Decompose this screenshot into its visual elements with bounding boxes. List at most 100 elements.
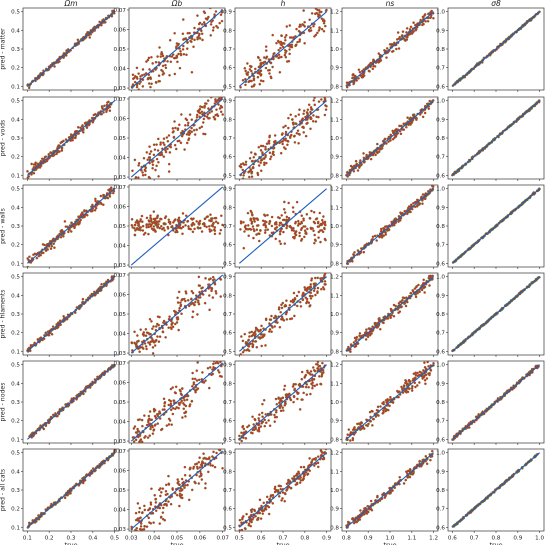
data-point bbox=[187, 133, 191, 137]
data-point bbox=[289, 135, 292, 138]
data-point bbox=[273, 227, 277, 231]
data-point bbox=[191, 371, 194, 375]
data-point bbox=[249, 218, 252, 222]
data-point bbox=[247, 224, 250, 227]
data-point bbox=[317, 230, 321, 234]
row-label-4: pred - nodes bbox=[0, 383, 7, 422]
panel-r1-c2: 0.50.60.70.80.9 bbox=[223, 96, 332, 181]
data-point bbox=[143, 342, 147, 345]
data-point bbox=[269, 155, 273, 158]
data-point bbox=[176, 316, 180, 319]
data-point bbox=[270, 215, 274, 219]
data-point bbox=[432, 16, 435, 20]
data-point bbox=[293, 314, 296, 318]
data-point bbox=[133, 180, 135, 182]
data-point bbox=[391, 137, 395, 141]
data-point bbox=[295, 43, 298, 46]
data-point bbox=[322, 215, 325, 218]
data-point bbox=[302, 291, 305, 295]
data-point bbox=[305, 383, 309, 386]
data-point bbox=[70, 221, 73, 225]
data-point bbox=[186, 219, 190, 223]
data-point bbox=[183, 403, 186, 407]
data-point bbox=[259, 79, 263, 82]
data-point bbox=[422, 22, 425, 26]
data-point bbox=[210, 288, 213, 291]
data-point bbox=[187, 130, 190, 134]
data-point bbox=[153, 220, 156, 224]
data-point bbox=[26, 170, 29, 173]
data-point bbox=[181, 32, 185, 36]
y-tick-label: 0.1 bbox=[11, 437, 20, 443]
data-point bbox=[290, 45, 294, 49]
data-point bbox=[190, 40, 193, 44]
identity-line bbox=[452, 276, 540, 352]
y-tick-label: 0.07 bbox=[114, 8, 127, 14]
data-point bbox=[221, 223, 224, 227]
y-tick-label: 1.0 bbox=[330, 136, 339, 142]
data-point bbox=[189, 217, 193, 220]
data-point bbox=[215, 361, 219, 364]
data-point bbox=[397, 220, 400, 223]
data-point bbox=[203, 222, 206, 226]
data-point bbox=[214, 292, 218, 295]
data-point bbox=[296, 129, 300, 133]
data-point bbox=[159, 217, 162, 221]
data-point bbox=[257, 164, 261, 167]
data-point bbox=[154, 328, 158, 332]
data-point bbox=[135, 66, 139, 70]
data-point bbox=[141, 68, 145, 71]
data-point bbox=[144, 334, 148, 337]
data-point bbox=[133, 233, 137, 237]
y-tick-label: 0.03 bbox=[114, 351, 127, 357]
data-point bbox=[215, 5, 217, 7]
data-point bbox=[139, 226, 143, 229]
y-tick-label: 0.05 bbox=[114, 136, 127, 142]
data-point bbox=[287, 59, 291, 63]
data-point bbox=[137, 228, 141, 231]
data-point bbox=[161, 54, 165, 58]
y-tick-label: 0.7 bbox=[223, 136, 232, 142]
data-point bbox=[164, 150, 168, 154]
data-point bbox=[155, 157, 159, 161]
data-point bbox=[164, 63, 167, 67]
data-point bbox=[52, 242, 55, 246]
data-point bbox=[171, 325, 175, 329]
panel-marks bbox=[239, 188, 327, 264]
data-point bbox=[221, 113, 224, 116]
data-point bbox=[316, 363, 319, 366]
data-point bbox=[158, 153, 162, 157]
data-point bbox=[323, 5, 325, 7]
panel-marks bbox=[345, 99, 435, 178]
data-point bbox=[307, 386, 310, 389]
panel-marks bbox=[26, 275, 116, 353]
data-point bbox=[267, 419, 270, 422]
data-point bbox=[280, 315, 284, 319]
y-tick-label: 0.4 bbox=[11, 293, 20, 299]
data-point bbox=[313, 221, 317, 225]
identity-line bbox=[239, 11, 327, 87]
data-point bbox=[239, 86, 242, 89]
data-point bbox=[426, 19, 430, 23]
data-point bbox=[311, 366, 315, 369]
data-point bbox=[172, 221, 175, 224]
panel-r0-c2: 0.50.60.70.80.9 bbox=[223, 5, 332, 92]
data-point bbox=[177, 328, 180, 332]
panel-marks bbox=[345, 185, 435, 266]
data-point bbox=[150, 55, 153, 59]
data-point bbox=[379, 229, 383, 233]
data-point bbox=[208, 308, 211, 312]
panel-marks bbox=[345, 274, 434, 354]
data-point bbox=[292, 383, 296, 386]
y-tick-label: 0.2 bbox=[11, 66, 20, 72]
data-point bbox=[139, 218, 142, 221]
data-point bbox=[379, 227, 383, 231]
data-point bbox=[211, 278, 215, 282]
data-point bbox=[191, 221, 195, 225]
data-point bbox=[278, 221, 282, 225]
data-point bbox=[421, 199, 424, 202]
data-point bbox=[269, 75, 273, 79]
data-point bbox=[218, 107, 222, 110]
data-point bbox=[98, 20, 101, 24]
data-point bbox=[264, 66, 268, 70]
